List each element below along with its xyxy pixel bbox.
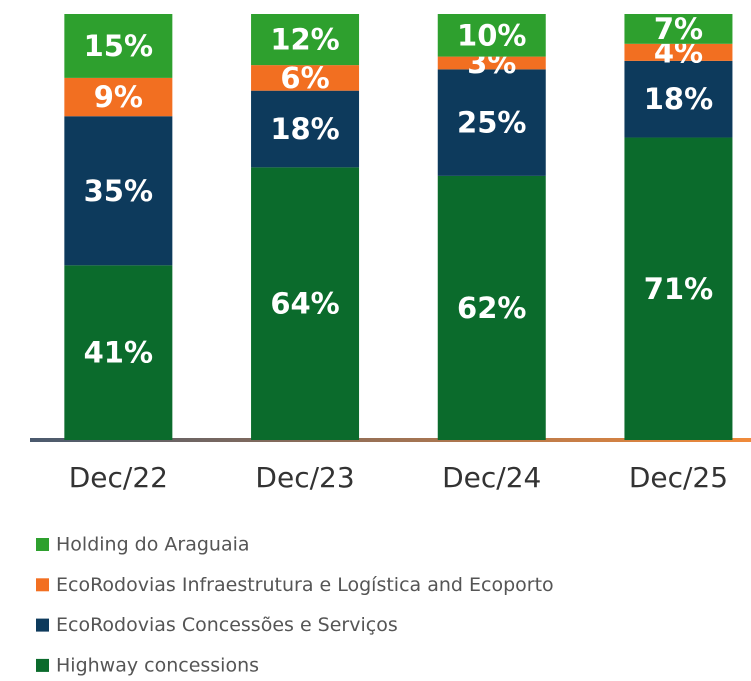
- bar-segment: [64, 77, 173, 117]
- data-label: 15%: [84, 29, 153, 63]
- legend-label: EcoRodovias Infraestrutura e Logística a…: [56, 574, 554, 596]
- data-label: 6%: [280, 61, 329, 95]
- bar-segment: [437, 14, 546, 57]
- data-label: 35%: [84, 174, 153, 208]
- bar-segment: [624, 137, 733, 441]
- x-tick-label: Dec/22: [69, 461, 168, 494]
- bar-segment: [64, 14, 173, 78]
- data-label: 62%: [457, 291, 526, 325]
- data-label: 25%: [457, 106, 526, 140]
- bar-segment: [251, 14, 360, 66]
- legend-label: Holding do Araguaia: [56, 534, 250, 556]
- data-label: 10%: [457, 18, 526, 52]
- bar-segment: [64, 265, 173, 440]
- legend-swatch: [36, 578, 49, 592]
- bar-segment: [624, 43, 733, 61]
- data-label: 9%: [94, 80, 143, 114]
- data-label: 18%: [270, 112, 339, 146]
- bar-segment: [624, 14, 733, 44]
- x-tick-label: Dec/24: [442, 461, 541, 494]
- bar-segment: [437, 69, 546, 176]
- bar-segment: [251, 65, 360, 91]
- data-label: 64%: [270, 287, 339, 321]
- bar-segment: [251, 167, 360, 441]
- x-tick-label: Dec/25: [629, 461, 728, 494]
- bar-segment: [437, 56, 546, 70]
- legend-swatch: [36, 538, 49, 551]
- bar-segment: [64, 116, 173, 266]
- data-label: 7%: [654, 12, 703, 46]
- data-label: 41%: [84, 336, 153, 370]
- bar-segment: [624, 60, 733, 138]
- data-label: 71%: [644, 272, 713, 306]
- bar-segment: [251, 90, 360, 168]
- data-label: 12%: [270, 23, 339, 57]
- data-label: 18%: [644, 82, 713, 116]
- legend-swatch: [36, 658, 49, 672]
- x-axis: [30, 438, 751, 442]
- legend-swatch: [36, 618, 49, 632]
- bar-segment: [437, 175, 546, 440]
- x-tick-label: Dec/23: [255, 461, 354, 494]
- legend-label: Highway concessions: [56, 654, 259, 676]
- legend-label: EcoRodovias Concessões e Serviços: [56, 614, 398, 636]
